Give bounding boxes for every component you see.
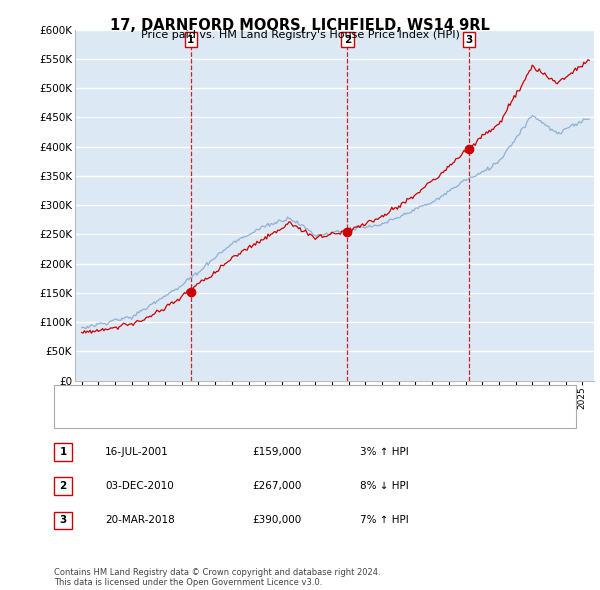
- Text: —: —: [63, 409, 78, 424]
- Text: 8% ↓ HPI: 8% ↓ HPI: [360, 481, 409, 491]
- Text: 17, DARNFORD MOORS, LICHFIELD, WS14 9RL: 17, DARNFORD MOORS, LICHFIELD, WS14 9RL: [110, 18, 490, 32]
- Text: HPI: Average price, detached house, Lichfield: HPI: Average price, detached house, Lich…: [87, 412, 314, 422]
- Text: 2: 2: [344, 35, 351, 45]
- Text: 1: 1: [59, 447, 67, 457]
- Text: 3% ↑ HPI: 3% ↑ HPI: [360, 447, 409, 457]
- Text: 3: 3: [59, 516, 67, 525]
- Text: 2: 2: [59, 481, 67, 491]
- Text: 17, DARNFORD MOORS, LICHFIELD, WS14 9RL (detached house): 17, DARNFORD MOORS, LICHFIELD, WS14 9RL …: [87, 392, 409, 402]
- Text: 20-MAR-2018: 20-MAR-2018: [105, 516, 175, 525]
- Text: £159,000: £159,000: [252, 447, 301, 457]
- Text: Contains HM Land Registry data © Crown copyright and database right 2024.
This d: Contains HM Land Registry data © Crown c…: [54, 568, 380, 587]
- Text: 3: 3: [466, 35, 473, 45]
- Text: £267,000: £267,000: [252, 481, 301, 491]
- Text: 16-JUL-2001: 16-JUL-2001: [105, 447, 169, 457]
- Text: —: —: [63, 389, 79, 405]
- Text: 03-DEC-2010: 03-DEC-2010: [105, 481, 174, 491]
- Text: Price paid vs. HM Land Registry's House Price Index (HPI): Price paid vs. HM Land Registry's House …: [140, 30, 460, 40]
- Text: £390,000: £390,000: [252, 516, 301, 525]
- Text: 7% ↑ HPI: 7% ↑ HPI: [360, 516, 409, 525]
- Text: 1: 1: [187, 35, 194, 45]
